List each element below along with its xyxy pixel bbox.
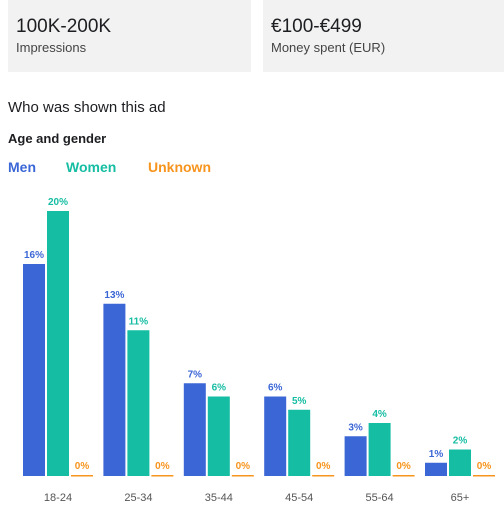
data-label-men-35-44: 7% — [188, 369, 203, 380]
data-label-women-35-44: 6% — [212, 383, 227, 394]
subsection-title: Age and gender — [8, 131, 107, 146]
legend-unknown: Unknown — [148, 159, 211, 175]
bar-women-35-44 — [207, 396, 230, 476]
bar-men-35-44 — [183, 383, 206, 476]
section-title: Who was shown this ad — [8, 99, 166, 116]
data-label-unknown-35-44: 0% — [236, 461, 251, 472]
impressions-label: Impressions — [16, 40, 87, 55]
x-tick-label-45-54: 45-54 — [285, 492, 313, 504]
data-label-women-18-24: 20% — [48, 197, 68, 208]
data-label-men-65+: 1% — [429, 449, 444, 460]
bar-women-55-64 — [368, 423, 391, 476]
bar-men-65+ — [425, 462, 447, 476]
data-label-unknown-65+: 0% — [477, 461, 492, 472]
x-tick-label-65+: 65+ — [451, 492, 470, 504]
bar-unknown-35-44 — [231, 475, 254, 477]
data-label-men-55-64: 3% — [348, 422, 363, 433]
data-label-unknown-45-54: 0% — [316, 461, 331, 472]
data-label-women-25-34: 11% — [129, 316, 149, 327]
bar-unknown-25-34 — [151, 475, 174, 477]
bar-men-45-54 — [264, 396, 287, 476]
money-spent-card: €100-€499 Money spent (EUR) — [263, 0, 504, 72]
data-label-unknown-18-24: 0% — [75, 461, 90, 472]
impressions-card: 100K-200K Impressions — [8, 0, 251, 72]
data-label-unknown-25-34: 0% — [155, 461, 170, 472]
x-tick-label-25-34: 25-34 — [124, 492, 152, 504]
bar-women-25-34 — [127, 330, 150, 476]
bar-women-65+ — [449, 449, 471, 476]
bar-men-55-64 — [344, 436, 367, 476]
x-tick-label-35-44: 35-44 — [205, 492, 233, 504]
money-spent-value: €100-€499 — [271, 16, 362, 37]
legend-men: Men — [8, 159, 36, 175]
x-tick-label-55-64: 55-64 — [366, 492, 394, 504]
data-label-men-25-34: 13% — [104, 290, 124, 301]
bar-women-18-24 — [47, 211, 69, 476]
data-label-women-45-54: 5% — [292, 396, 307, 407]
x-tick-label-18-24: 18-24 — [44, 492, 72, 504]
bar-men-18-24 — [23, 264, 45, 476]
bar-unknown-18-24 — [71, 475, 93, 477]
data-label-men-45-54: 6% — [268, 383, 283, 394]
data-label-women-65+: 2% — [453, 436, 468, 447]
bar-women-45-54 — [288, 409, 311, 476]
money-spent-label: Money spent (EUR) — [271, 40, 386, 55]
bar-unknown-55-64 — [392, 475, 415, 477]
data-label-men-18-24: 16% — [24, 250, 44, 261]
bar-unknown-45-54 — [312, 475, 335, 477]
bar-men-25-34 — [103, 303, 126, 476]
impressions-value: 100K-200K — [16, 16, 112, 37]
data-label-women-55-64: 4% — [372, 409, 387, 420]
legend-women: Women — [66, 159, 117, 175]
data-label-unknown-55-64: 0% — [396, 461, 411, 472]
bar-unknown-65+ — [473, 475, 495, 477]
